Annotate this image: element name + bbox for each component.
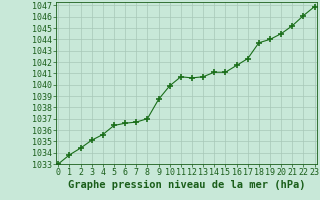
X-axis label: Graphe pression niveau de la mer (hPa): Graphe pression niveau de la mer (hPa) <box>68 180 305 190</box>
